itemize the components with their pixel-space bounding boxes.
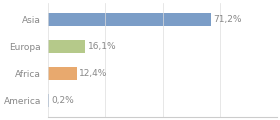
Text: 0,2%: 0,2%: [51, 96, 74, 105]
Text: 71,2%: 71,2%: [213, 15, 242, 24]
Bar: [48, 40, 85, 53]
Bar: [48, 94, 49, 107]
Bar: [48, 67, 77, 80]
Text: 16,1%: 16,1%: [87, 42, 116, 51]
Text: 12,4%: 12,4%: [79, 69, 108, 78]
Bar: [48, 13, 211, 26]
